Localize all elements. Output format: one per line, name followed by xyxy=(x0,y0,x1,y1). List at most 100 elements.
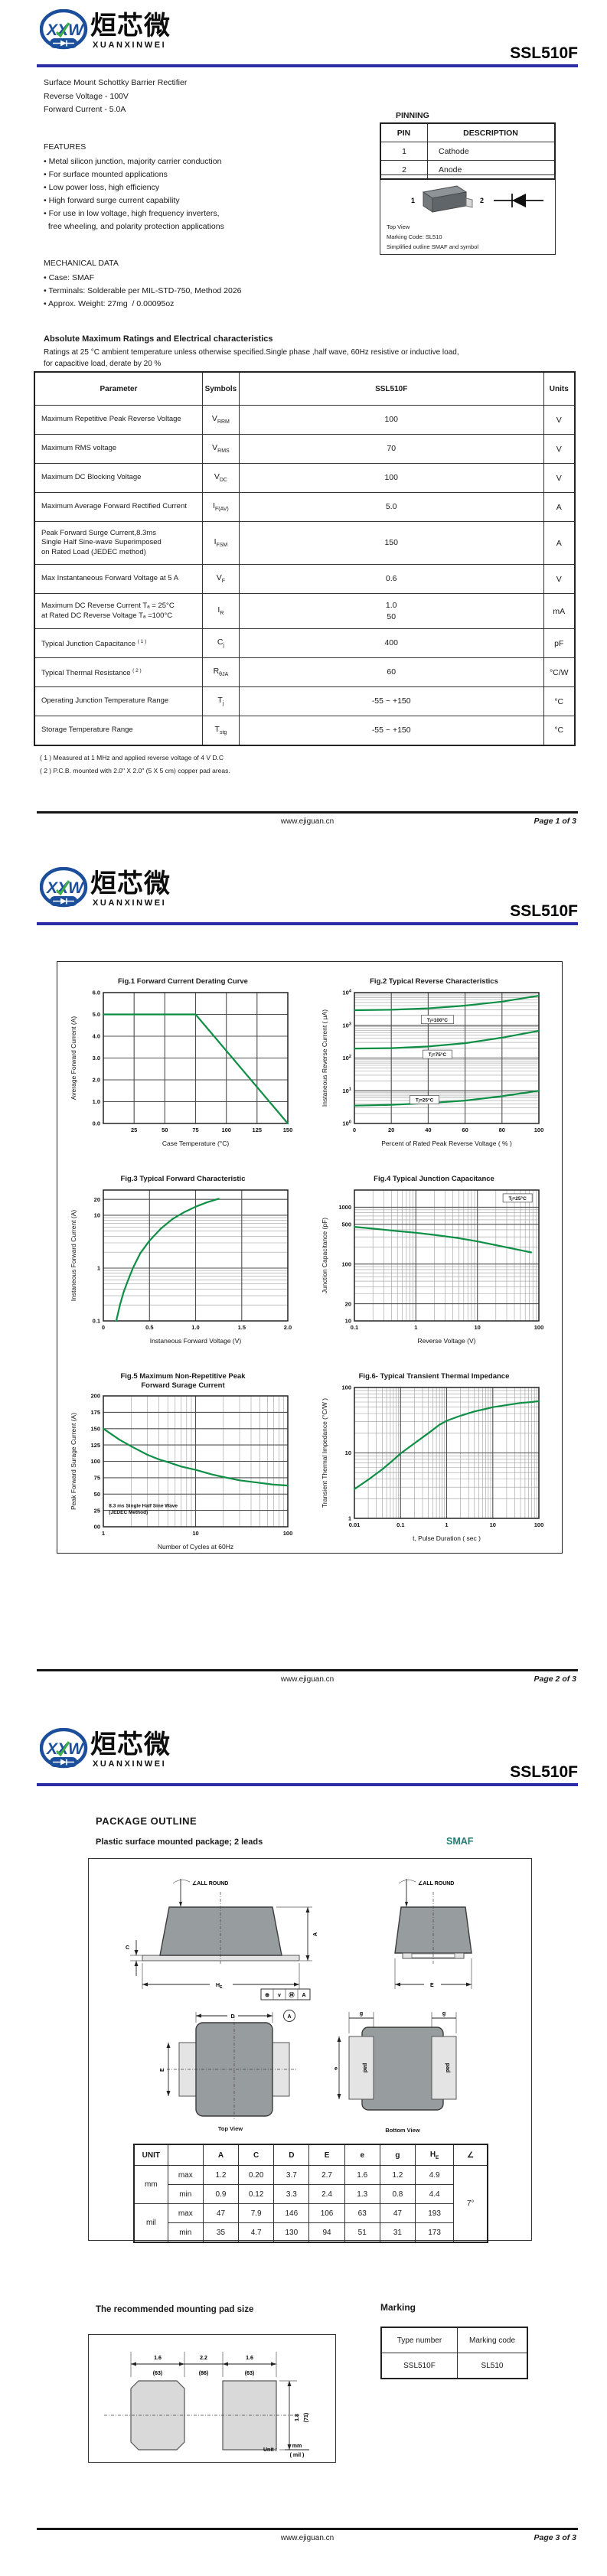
footer-rule xyxy=(37,1669,578,1671)
svg-text:2.0: 2.0 xyxy=(93,1076,100,1083)
chart-fig4: Tⱼ=25°C 0.1 1 10 100 10 20 100 500 1000 Reverse Vo… xyxy=(321,1189,543,1345)
svg-text:1.6: 1.6 xyxy=(246,2356,253,2361)
svg-text:g: g xyxy=(360,2011,363,2017)
svg-text:1: 1 xyxy=(445,1521,448,1528)
table-row: Maximum Repetitive Peak Reverse Voltage V… xyxy=(34,405,576,435)
svg-text:1.5: 1.5 xyxy=(238,1324,246,1331)
diode-icon xyxy=(53,40,74,47)
svg-text:0.5: 0.5 xyxy=(145,1324,153,1331)
brand-english: XUANXINWEI xyxy=(93,1759,167,1769)
svg-text:C: C xyxy=(126,1945,129,1951)
svg-text:2.0: 2.0 xyxy=(284,1324,292,1331)
ratings-conditions: Ratings at 25 °C ambient temperature unl… xyxy=(44,348,459,368)
svg-text:100: 100 xyxy=(341,1260,351,1267)
company-logo: XXW xyxy=(40,9,88,50)
brand-chinese: 烜芯微 xyxy=(90,11,171,41)
svg-text:1.0: 1.0 xyxy=(191,1324,199,1331)
svg-text:A: A xyxy=(302,1993,305,1998)
svg-text:20: 20 xyxy=(388,1127,394,1133)
svg-text:0: 0 xyxy=(353,1127,356,1133)
svg-text:103: 103 xyxy=(342,1022,351,1029)
chart-cell-fig3: Fig.3 Typical Forward Characteristic 0 0.5… xyxy=(57,1159,308,1357)
svg-text:10: 10 xyxy=(490,1521,496,1528)
table-row: min 0.9 0.12 3.3 2.4 1.3 0.8 4.4 xyxy=(134,2184,488,2204)
table-row: 2 Anode xyxy=(380,160,556,180)
brand-english: XUANXINWEI xyxy=(93,41,167,50)
svg-text:0: 0 xyxy=(102,1324,105,1331)
svg-text:Tⱼ=75°C: Tⱼ=75°C xyxy=(429,1052,447,1058)
svg-text:100: 100 xyxy=(534,1127,544,1133)
package-name: SMAF xyxy=(446,1836,474,1847)
svg-text:10: 10 xyxy=(94,1211,100,1218)
svg-text:Average Forward Current (A): Average Forward Current (A) xyxy=(70,1016,77,1100)
pinning-table: PIN DESCRIPTION 1 Cathode 2 Anode xyxy=(380,122,556,180)
header-rule xyxy=(37,1783,578,1786)
charts-grid: Fig.1 Forward Current Derating Curve 25 50… xyxy=(57,962,562,1553)
svg-text:Tⱼ=25°C: Tⱼ=25°C xyxy=(416,1097,434,1103)
page-footer: www.ejiguan.cn Page 3 of 3 xyxy=(37,2528,578,2551)
package-drawing-box: ∠ALL ROUND A C HE xyxy=(88,1858,532,2243)
table-row: Maximum DC Reverse Current Tₐ = 25°C at R… xyxy=(34,593,576,629)
ratings-footnotes: ( 1 ) Measured at 1 MHz and applied reve… xyxy=(40,754,230,774)
svg-text:5.0: 5.0 xyxy=(93,1011,100,1018)
svg-text:(JEDEC Method): (JEDEC Method) xyxy=(109,1510,148,1515)
chart-title: Fig.3 Typical Forward Characteristic xyxy=(120,1175,246,1183)
chart-cell-fig4: Fig.4 Typical Junction Capacitance Tⱼ=25°… xyxy=(308,1159,560,1357)
svg-text:(63): (63) xyxy=(153,2371,162,2376)
svg-text:0.1: 0.1 xyxy=(397,1521,404,1528)
svg-text:10: 10 xyxy=(475,1324,481,1331)
svg-text:E: E xyxy=(430,1983,434,1988)
outline-caption-1: Top View xyxy=(387,223,410,230)
footer-site-url: www.ejiguan.cn xyxy=(280,2534,335,2542)
mounting-pad-title: The recommended mounting pad size xyxy=(96,2305,254,2314)
table-row: mm max 1.2 0.20 3.7 2.7 1.6 1.2 4.9 7° xyxy=(133,2165,488,2243)
part-number: SSL510F xyxy=(510,1763,578,1781)
table-row: Peak Forward Surge Current,8.3ms Single H… xyxy=(34,521,576,565)
chart-title: Fig.4 Typical Junction Capacitance xyxy=(374,1175,494,1183)
svg-text:100: 100 xyxy=(342,1120,351,1127)
table-row: Typical Thermal Resistance ( 2 ) RθJA 60 °C… xyxy=(34,657,576,687)
header-rule xyxy=(37,64,578,67)
svg-text:Reverse Voltage (V): Reverse Voltage (V) xyxy=(417,1337,475,1345)
svg-text:A: A xyxy=(287,2014,291,2020)
svg-text:1000: 1000 xyxy=(338,1204,351,1211)
svg-text:25: 25 xyxy=(94,1507,100,1514)
svg-text:175: 175 xyxy=(90,1409,100,1416)
svg-text:100: 100 xyxy=(534,1521,544,1528)
svg-text:80: 80 xyxy=(499,1127,505,1133)
diode-symbol-icon xyxy=(494,194,543,207)
svg-text:125: 125 xyxy=(253,1127,263,1133)
footer-site-url: www.ejiguan.cn xyxy=(280,1675,335,1684)
product-summary: Surface Mount Schottky Barrier Rectifier… xyxy=(44,78,188,114)
package-top-view: D A E xyxy=(160,2010,297,2119)
chart-fig5: 8.3 ms Single Half Sine Wave (JEDEC Metho… xyxy=(70,1393,292,1550)
brand-chinese: 烜芯微 xyxy=(90,869,171,898)
svg-text:t, Pulse Duration ( sec ): t, Pulse Duration ( sec ) xyxy=(413,1534,481,1542)
marking-title: Marking xyxy=(380,2302,416,2313)
svg-text:150: 150 xyxy=(90,1426,100,1433)
svg-text:200: 200 xyxy=(90,1393,100,1400)
footer-page-number: Page 1 of 3 xyxy=(534,817,576,826)
table-row: 1 Cathode xyxy=(380,142,556,161)
svg-text:e: e xyxy=(335,2066,338,2072)
svg-text:(63): (63) xyxy=(245,2371,254,2376)
svg-text:75: 75 xyxy=(94,1475,100,1482)
table-row: mil max 47 7.9 146 106 63 47 193 xyxy=(133,2203,488,2243)
svg-text:150: 150 xyxy=(283,1127,293,1133)
svg-text:Instaneous Forward Current (A: Instaneous Forward Current (A) xyxy=(70,1209,77,1301)
svg-text:2.2: 2.2 xyxy=(200,2356,207,2361)
chart-fig6: 0.01 0.1 1 10 100 1 10 100 t, Pulse Duration ( s… xyxy=(321,1384,544,1542)
table-row: Typical Junction Capacitance ( 1 ) Cj 400 p… xyxy=(34,628,576,658)
svg-text:8.3 ms Single Half Sine Wave: 8.3 ms Single Half Sine Wave xyxy=(109,1503,178,1508)
chart-fig3: 0 0.5 1.0 1.5 2.0 0.1 1 10 20 Instaneous Forward … xyxy=(70,1189,292,1345)
table-row: Maximum Average Forward Rectified Curren… xyxy=(34,492,576,522)
bottom-view-caption: Bottom View xyxy=(385,2127,420,2134)
svg-text:(71): (71) xyxy=(304,2413,309,2422)
svg-text:102: 102 xyxy=(342,1055,351,1061)
brand-english: XUANXINWEI xyxy=(93,898,167,908)
footer-page-number: Page 3 of 3 xyxy=(534,2533,576,2542)
svg-text:v: v xyxy=(278,1993,281,1998)
page-header: XXW 烜芯微 XUANXINWEI SSL510F xyxy=(37,1728,578,1788)
